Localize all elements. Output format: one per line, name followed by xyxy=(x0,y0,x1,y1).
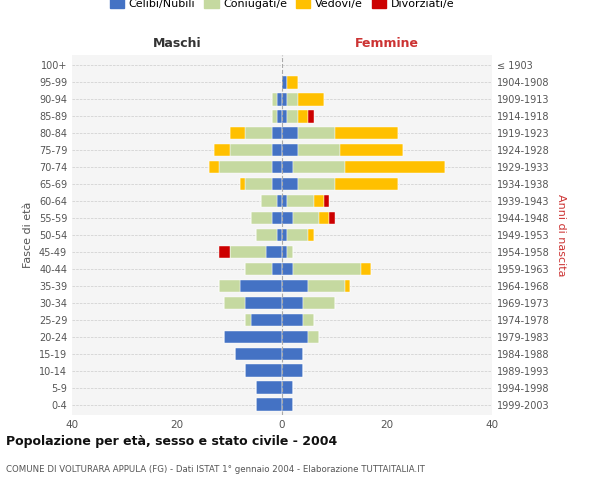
Bar xyxy=(287,194,314,207)
Bar xyxy=(282,382,293,394)
Bar xyxy=(271,110,277,122)
Bar xyxy=(282,144,298,156)
Bar xyxy=(282,262,293,276)
Bar xyxy=(282,126,298,140)
Bar xyxy=(271,262,282,276)
Bar xyxy=(308,330,319,344)
Bar xyxy=(287,246,293,258)
Bar xyxy=(282,93,287,106)
Bar xyxy=(287,93,298,106)
Bar xyxy=(271,160,282,173)
Bar xyxy=(245,262,271,276)
Bar xyxy=(319,212,329,224)
Bar xyxy=(219,160,271,173)
Bar xyxy=(271,212,282,224)
Bar xyxy=(298,110,308,122)
Bar xyxy=(235,348,282,360)
Bar xyxy=(282,228,287,241)
Bar xyxy=(335,178,398,190)
Y-axis label: Anni di nascita: Anni di nascita xyxy=(556,194,566,276)
Bar xyxy=(240,280,282,292)
Bar xyxy=(271,178,282,190)
Bar xyxy=(271,93,277,106)
Bar xyxy=(308,280,345,292)
Bar xyxy=(282,296,303,310)
Bar xyxy=(277,228,282,241)
Bar xyxy=(282,314,303,326)
Bar xyxy=(282,76,287,88)
Bar xyxy=(245,314,251,326)
Bar xyxy=(282,212,293,224)
Bar xyxy=(329,212,335,224)
Bar xyxy=(261,194,277,207)
Bar xyxy=(282,160,293,173)
Bar xyxy=(287,110,298,122)
Bar xyxy=(282,330,308,344)
Bar xyxy=(245,178,271,190)
Bar xyxy=(245,364,282,377)
Bar xyxy=(224,330,282,344)
Bar xyxy=(298,126,335,140)
Bar xyxy=(277,110,282,122)
Bar xyxy=(224,296,245,310)
Bar xyxy=(282,110,287,122)
Bar xyxy=(361,262,371,276)
Bar xyxy=(277,194,282,207)
Bar xyxy=(282,348,303,360)
Bar xyxy=(245,126,271,140)
Bar xyxy=(314,194,324,207)
Bar xyxy=(293,262,361,276)
Bar xyxy=(308,110,314,122)
Bar xyxy=(345,160,445,173)
Bar xyxy=(251,314,282,326)
Bar xyxy=(298,93,324,106)
Bar xyxy=(229,126,245,140)
Bar xyxy=(340,144,403,156)
Bar xyxy=(214,144,229,156)
Bar xyxy=(293,160,345,173)
Bar xyxy=(345,280,350,292)
Bar xyxy=(240,178,245,190)
Bar xyxy=(303,296,335,310)
Legend: Celibi/Nubili, Coniugati/e, Vedovi/e, Divorziati/e: Celibi/Nubili, Coniugati/e, Vedovi/e, Di… xyxy=(106,0,458,14)
Bar xyxy=(282,178,298,190)
Bar xyxy=(245,296,282,310)
Bar xyxy=(251,212,271,224)
Bar xyxy=(282,364,303,377)
Bar xyxy=(335,126,398,140)
Bar xyxy=(219,280,240,292)
Bar xyxy=(256,398,282,411)
Bar xyxy=(287,76,298,88)
Text: Popolazione per età, sesso e stato civile - 2004: Popolazione per età, sesso e stato civil… xyxy=(6,435,337,448)
Bar xyxy=(287,228,308,241)
Bar xyxy=(308,228,314,241)
Bar xyxy=(282,398,293,411)
Y-axis label: Fasce di età: Fasce di età xyxy=(23,202,33,268)
Bar xyxy=(219,246,229,258)
Bar xyxy=(256,382,282,394)
Bar xyxy=(282,246,287,258)
Bar xyxy=(229,246,266,258)
Bar xyxy=(266,246,282,258)
Text: Maschi: Maschi xyxy=(152,37,202,50)
Bar xyxy=(271,126,282,140)
Bar xyxy=(293,212,319,224)
Text: COMUNE DI VOLTURARA APPULA (FG) - Dati ISTAT 1° gennaio 2004 - Elaborazione TUTT: COMUNE DI VOLTURARA APPULA (FG) - Dati I… xyxy=(6,465,425,474)
Text: Femmine: Femmine xyxy=(355,37,419,50)
Bar xyxy=(271,144,282,156)
Bar xyxy=(277,93,282,106)
Bar xyxy=(229,144,271,156)
Bar xyxy=(298,178,335,190)
Bar xyxy=(282,280,308,292)
Bar xyxy=(298,144,340,156)
Bar xyxy=(282,194,287,207)
Bar xyxy=(209,160,219,173)
Bar xyxy=(324,194,329,207)
Bar xyxy=(256,228,277,241)
Bar xyxy=(303,314,314,326)
